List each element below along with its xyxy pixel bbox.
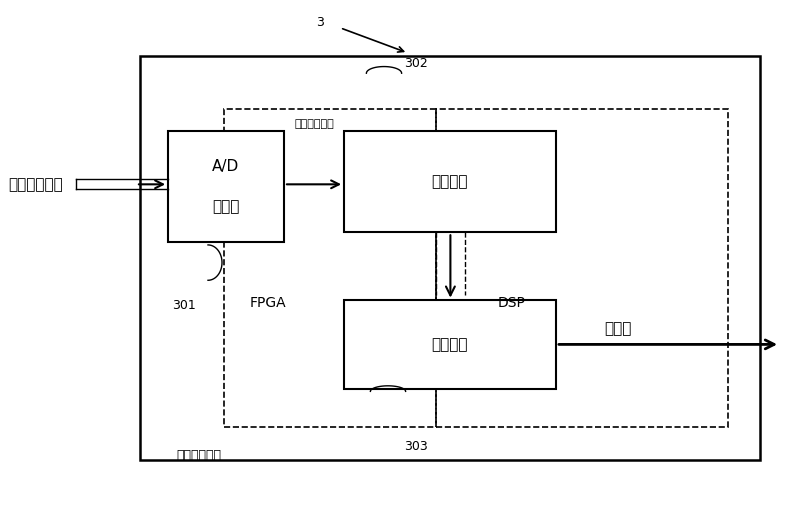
Bar [436, 109, 728, 427]
Text: 信号处理模块: 信号处理模块 [176, 449, 221, 462]
Text: A/D: A/D [212, 159, 240, 174]
Text: FPGA: FPGA [250, 296, 286, 310]
Bar [344, 300, 556, 389]
Text: 3: 3 [316, 16, 324, 29]
Bar [344, 131, 556, 232]
Text: 转换器: 转换器 [212, 199, 240, 215]
Text: 提取模块: 提取模块 [432, 337, 468, 352]
Text: 数字中频信号: 数字中频信号 [294, 119, 334, 129]
Text: 相关模块: 相关模块 [432, 174, 468, 189]
Bar [224, 109, 436, 427]
Text: 303: 303 [404, 440, 428, 453]
Bar [168, 131, 284, 242]
Bar [140, 56, 760, 460]
Text: 301: 301 [172, 299, 196, 312]
Text: 302: 302 [404, 57, 428, 70]
Text: DSP: DSP [498, 296, 526, 310]
Text: 模拟中频信号: 模拟中频信号 [9, 177, 63, 192]
Text: 观测量: 观测量 [604, 321, 631, 336]
